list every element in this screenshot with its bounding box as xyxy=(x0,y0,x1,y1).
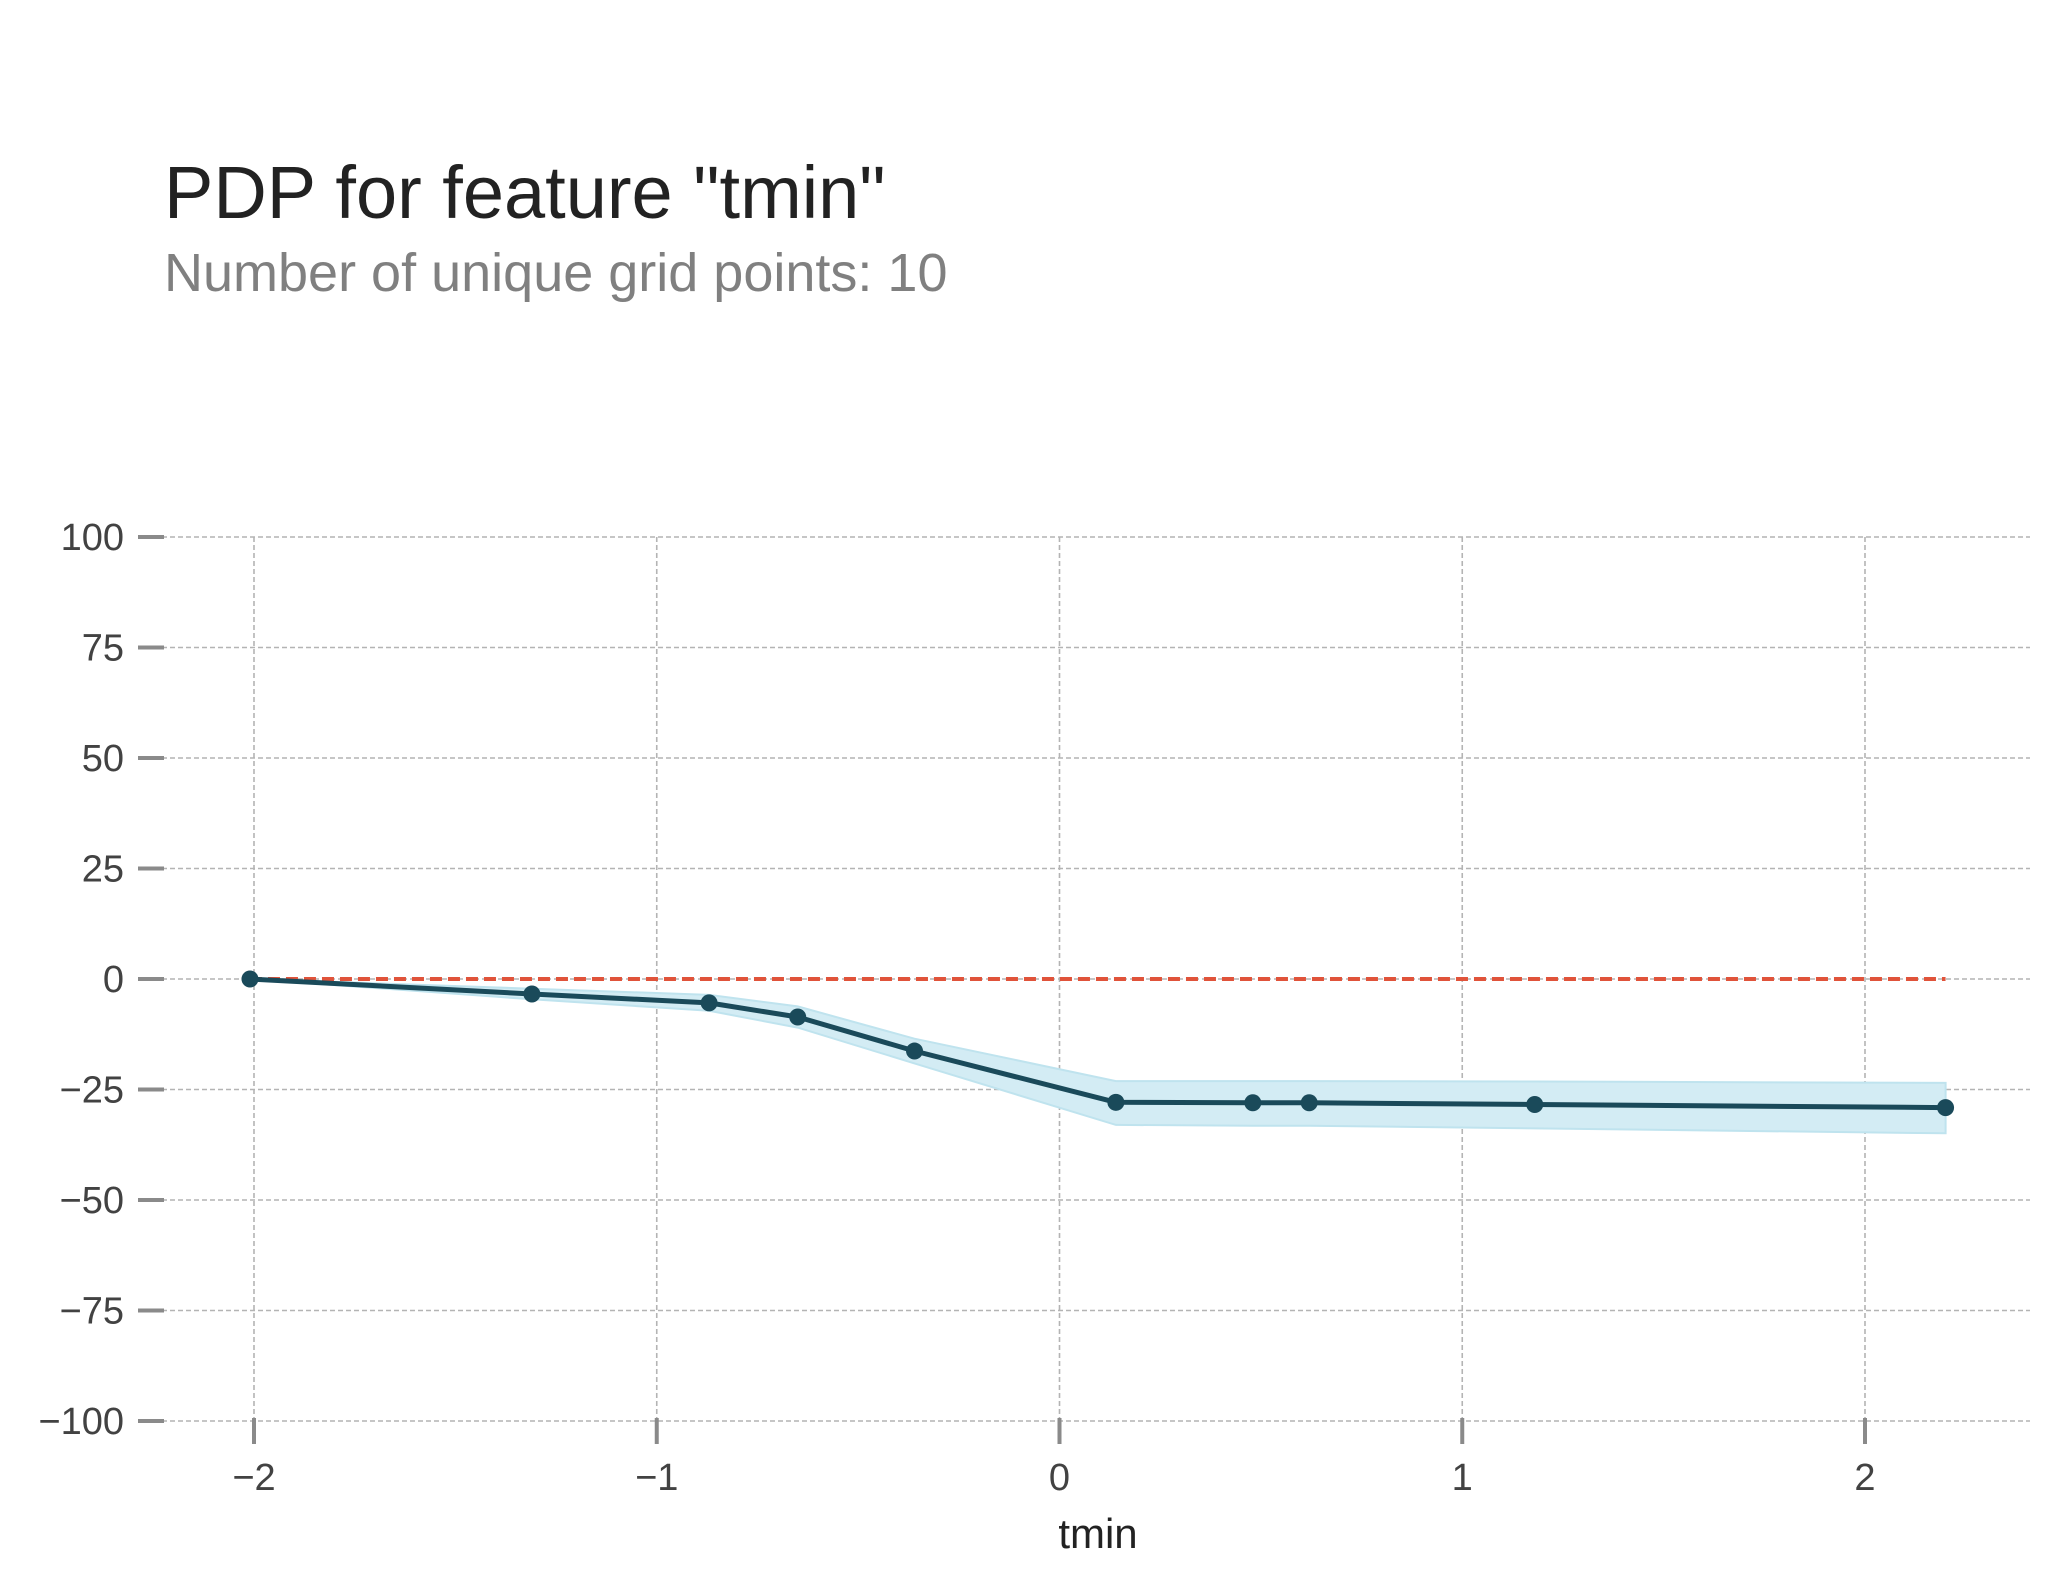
y-tick-label: 25 xyxy=(82,849,124,891)
confidence-band-area xyxy=(249,978,1947,1135)
pdp-point xyxy=(789,1008,807,1026)
y-tick-label: −50 xyxy=(60,1180,124,1222)
y-tick-label: 100 xyxy=(61,517,124,559)
y-tick-label: −100 xyxy=(38,1401,124,1443)
axis-ticks: 100 75 50 25 0 −25 −50 −75 −100 −2 −1 0 1 2 xyxy=(38,517,1875,1499)
y-tick-label: −75 xyxy=(60,1291,124,1333)
pdp-point xyxy=(1107,1093,1125,1111)
y-tick-label: −25 xyxy=(60,1070,124,1112)
pdp-point xyxy=(700,994,718,1012)
pdp-point xyxy=(523,985,541,1003)
y-tick-label: 0 xyxy=(103,959,124,1001)
pdp-point xyxy=(241,970,259,988)
x-tick-label: −1 xyxy=(635,1457,678,1499)
pdp-line xyxy=(249,976,1946,1111)
x-tick-label: −2 xyxy=(232,1457,275,1499)
x-tick-label: 0 xyxy=(1049,1457,1070,1499)
pdp-point xyxy=(1244,1094,1262,1112)
y-tick-label: 50 xyxy=(82,738,124,780)
pdp-point xyxy=(1937,1099,1955,1117)
pdp-point xyxy=(1526,1096,1544,1114)
x-axis-title: tmin xyxy=(1058,1510,1137,1557)
chart-title: PDP for feature "tmin" xyxy=(164,151,886,234)
y-tick-label: 75 xyxy=(82,628,124,670)
pdp-point xyxy=(906,1042,924,1060)
x-tick-label: 2 xyxy=(1854,1457,1875,1499)
chart-subtitle: Number of unique grid points: 10 xyxy=(164,243,948,303)
x-tick-label: 1 xyxy=(1452,1457,1473,1499)
pdp-point xyxy=(1300,1094,1318,1112)
series-group xyxy=(241,970,1955,1117)
confidence-band xyxy=(249,978,1947,1135)
